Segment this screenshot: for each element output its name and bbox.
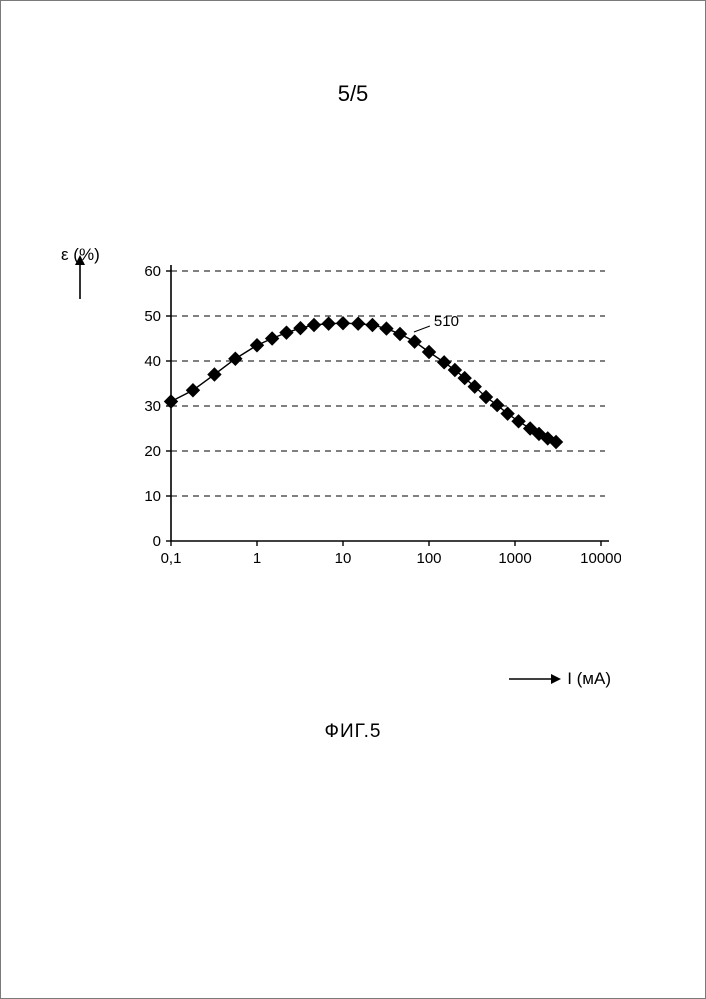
data-marker <box>337 317 350 330</box>
x-tick-label: 1 <box>253 550 261 567</box>
x-tick-label: 100 <box>416 550 441 567</box>
y-tick-label: 20 <box>144 443 161 460</box>
data-marker <box>393 328 406 341</box>
data-marker <box>280 326 293 339</box>
data-marker <box>380 322 393 335</box>
data-marker <box>229 352 242 365</box>
page-frame: 5/5 ε (%) 0 10 20 30 40 50 60 0,1 1 10 100 1000 1000… <box>0 0 706 999</box>
y-axis-arrow-icon <box>71 255 89 301</box>
data-marker <box>438 356 451 369</box>
chart-container: ε (%) 01020304050600,1110100100010000510… <box>101 261 621 641</box>
annotation-label: 510 <box>434 313 459 330</box>
data-marker <box>266 332 279 345</box>
y-tick-label: 40 <box>144 353 161 370</box>
y-tick-label: 50 <box>144 308 161 325</box>
x-axis-arrow-icon <box>507 672 561 686</box>
data-marker <box>294 322 307 335</box>
data-marker <box>251 339 264 352</box>
y-tick-label: 30 <box>144 398 161 415</box>
series-line <box>171 323 556 442</box>
y-tick-label: 60 <box>144 263 161 280</box>
x-tick-label: 1000 <box>498 550 531 567</box>
data-marker <box>186 384 199 397</box>
data-marker <box>423 346 436 359</box>
data-marker <box>512 415 525 428</box>
data-marker <box>307 319 320 332</box>
x-tick-label: 10 <box>335 550 352 567</box>
data-marker <box>408 335 421 348</box>
figure-caption: ФИГ.5 <box>1 721 705 743</box>
x-tick-label: 0,1 <box>161 550 182 567</box>
data-marker <box>208 368 221 381</box>
efficiency-vs-current-chart: 0 10 20 30 40 50 60 0,1 1 10 100 1000 10000 510 <box>101 261 621 601</box>
data-marker <box>366 319 379 332</box>
x-axis-label: I (мА) <box>567 669 611 689</box>
y-tick-label: 0 <box>153 533 161 550</box>
x-tick-label: 10000 <box>580 550 621 567</box>
y-tick-label: 10 <box>144 488 161 505</box>
data-marker <box>352 317 365 330</box>
annotation-leader <box>414 326 430 332</box>
page-number: 5/5 <box>1 81 705 107</box>
data-marker <box>322 317 335 330</box>
y-axis-label-block: ε (%) <box>61 245 100 265</box>
x-axis-label-block: I (мА) <box>507 669 611 689</box>
